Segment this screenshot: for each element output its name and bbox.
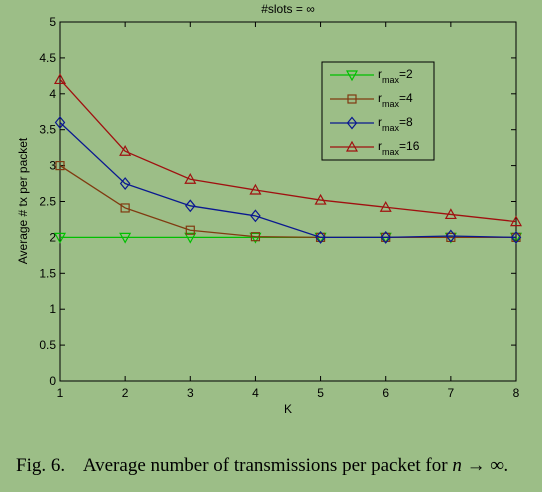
data-point — [379, 201, 392, 212]
y-tick-label: 0 — [49, 374, 56, 388]
y-tick-label: 5 — [49, 15, 56, 29]
y-tick-label: 3 — [49, 159, 56, 173]
y-tick-label: 4.5 — [39, 51, 56, 65]
caption-math: n → ∞. — [452, 455, 509, 476]
legend-label: rmax=16 — [378, 139, 420, 157]
y-tick-label: 1 — [49, 302, 56, 316]
data-point — [185, 225, 195, 235]
plot-area — [59, 21, 517, 382]
series-line — [59, 122, 517, 239]
data-point — [249, 232, 262, 244]
data-point — [54, 116, 66, 129]
data-point — [53, 73, 67, 85]
legend-label: rmax=8 — [378, 115, 413, 133]
data-point — [510, 230, 522, 244]
legend: rmax=2 rmax=4 rmax=8 rmax=16 — [321, 61, 435, 161]
data-point — [315, 230, 326, 244]
series-8 — [54, 116, 522, 244]
legend-entry: rmax=4 — [330, 91, 413, 109]
figure-caption: Fig. 6. Average number of transmissions … — [16, 455, 509, 477]
series-layer — [53, 73, 523, 244]
y-tick-label: 0.5 — [39, 338, 56, 352]
series-line — [59, 79, 517, 223]
y-axis-label: Average # tx per packet — [16, 137, 30, 264]
x-tick-label: 8 — [513, 386, 520, 400]
legend-marker — [345, 140, 359, 152]
x-tick-label: 4 — [252, 386, 259, 400]
legend-entry: rmax=16 — [330, 139, 420, 157]
series-line — [59, 165, 516, 239]
legend-entry: rmax=2 — [330, 67, 413, 85]
legend-marker — [347, 94, 357, 104]
x-tick-label: 3 — [187, 386, 194, 400]
legend-entry: rmax=8 — [330, 115, 413, 133]
y-tick-label: 2.5 — [39, 195, 56, 209]
legend-label: rmax=4 — [378, 91, 413, 109]
data-point — [119, 145, 132, 156]
legend-marker — [346, 116, 358, 130]
y-tick-label: 2 — [49, 230, 56, 244]
series-16 — [53, 73, 523, 227]
data-point — [249, 183, 262, 195]
data-point — [120, 203, 130, 213]
data-point — [119, 232, 132, 244]
x-tick-label: 6 — [382, 386, 389, 400]
caption-fig-label: Fig. 6. — [16, 455, 66, 476]
legend-label: rmax=2 — [378, 67, 413, 85]
y-tick-label: 4 — [49, 87, 56, 101]
data-point — [184, 232, 197, 244]
x-tick-label: 7 — [448, 386, 455, 400]
x-tick-label: 5 — [317, 386, 324, 400]
data-point — [445, 229, 457, 243]
x-tick-label: 2 — [122, 386, 129, 400]
y-tick-label: 1.5 — [39, 266, 56, 280]
legend-box — [321, 61, 435, 161]
legend-marker — [345, 70, 359, 82]
data-point — [250, 232, 261, 242]
caption-text: Average number of transmissions per pack… — [82, 455, 448, 476]
data-point — [53, 232, 67, 244]
axes: 1 2 3 4 5 6 7 8 0 0.5 1 1.5 2 2.5 3 3.5 4 4.5 5 — [39, 15, 519, 400]
data-point — [55, 161, 65, 171]
data-point — [250, 209, 261, 223]
y-tick-label: 3.5 — [39, 123, 56, 137]
x-axis-label: K — [284, 402, 292, 416]
data-point — [380, 230, 391, 244]
data-point — [444, 208, 457, 220]
data-point — [119, 177, 131, 190]
chart: #slots = ∞ 1 2 3 4 5 6 7 8 0 0.5 1 1.5 2 2.5 3 3.5 4 4.5 5… — [16, 2, 523, 416]
x-tick-label: 1 — [57, 386, 64, 400]
chart-title: #slots = ∞ — [261, 2, 315, 16]
data-point — [509, 215, 523, 227]
data-point — [314, 193, 327, 205]
data-point — [185, 199, 196, 213]
data-point — [184, 173, 197, 184]
